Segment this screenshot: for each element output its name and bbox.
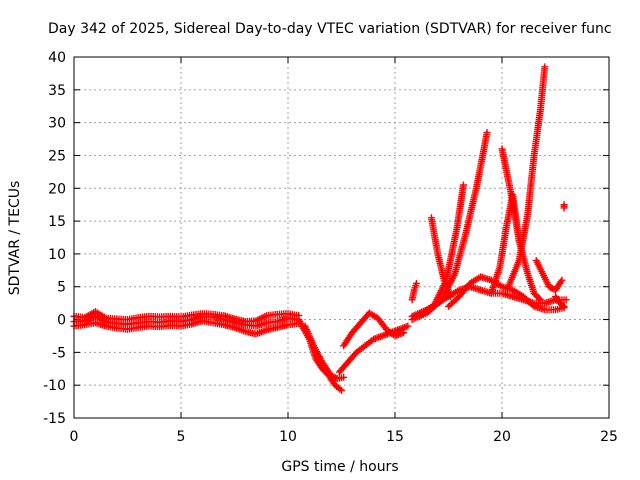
chart-title: Day 342 of 2025, Sidereal Day-to-day VTE… [48,21,612,37]
y-tick-label: 30 [48,116,66,132]
y-tick-label: -5 [52,345,66,361]
series-recovery-hump [340,309,408,350]
series-quiet-band-lower [70,317,303,338]
series-late-arc [532,256,566,294]
x-tick-label: 20 [493,429,511,445]
series-spike-15h [408,279,420,304]
data-point [560,204,568,212]
y-tick-label: 5 [57,280,66,296]
data-point [562,296,570,304]
y-tick-label: 35 [48,83,66,99]
y-axis-label: SDTVAR / TECUs [7,181,23,296]
x-tick-label: 5 [177,429,186,445]
data-point [559,301,567,309]
x-tick-label: 25 [600,429,618,445]
data-point [336,385,344,393]
data-point [338,386,345,394]
series-dip-arc-2 [301,322,348,383]
data-point [483,128,491,136]
x-tick-label: 0 [70,429,79,445]
data-point [412,279,420,287]
x-tick-label: 10 [279,429,297,445]
data-point [459,181,467,189]
y-tick-label: 10 [48,247,66,263]
data-point [515,237,523,245]
series-late-tail [552,293,568,310]
series-afternoon-band-2 [445,273,568,314]
series-isolated-point [560,201,568,212]
tick-layer: 0 5 10 15 20 25 -15 -10 -5 0 5 10 15 20 25 30 35 40 [43,50,618,445]
data-point [535,295,543,303]
data-point [340,373,348,381]
x-tick-label: 15 [386,429,404,445]
plot-frame [73,56,610,419]
y-tick-label: 40 [48,50,66,66]
y-tick-label: 20 [48,181,66,197]
y-tick-label: -10 [43,378,66,394]
data-point [400,329,408,337]
data-point [404,322,412,330]
y-tick-label: -15 [43,411,66,427]
x-axis-label: GPS time / hours [281,459,398,475]
y-tick-label: 25 [48,148,66,164]
y-tick-label: 15 [48,214,66,230]
data-point [558,276,566,284]
series-quiet-band-upper [70,308,303,326]
series-layer [70,63,570,394]
data-point [541,63,549,71]
series-high-arc-5 [504,63,549,291]
data-point [560,302,568,310]
y-tick-label: 0 [57,313,66,329]
